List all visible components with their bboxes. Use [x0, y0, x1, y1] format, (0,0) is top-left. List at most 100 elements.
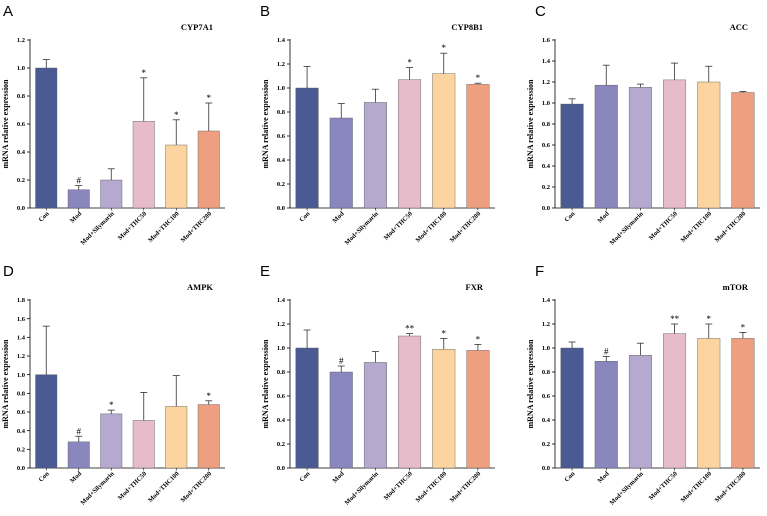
y-tick-label: 0.2: [277, 441, 285, 448]
x-tick-label: Mod+Silymarin: [79, 470, 115, 506]
x-tick-label: Mod+THC100: [147, 210, 181, 244]
y-tick-label: 1.2: [17, 353, 25, 360]
y-tick-label: 0.0: [17, 205, 25, 212]
chart-title: AMPK: [187, 282, 213, 292]
significance-marker: *: [442, 43, 447, 53]
x-tick-label: Mod+THC100: [680, 470, 714, 504]
significance-marker: **: [405, 324, 415, 334]
y-tick-label: 0.6: [542, 393, 551, 400]
x-tick-label: Mod+THC200: [449, 470, 483, 504]
significance-marker: *: [207, 391, 212, 401]
x-tick-label: Mod+THC200: [714, 470, 748, 504]
y-tick-label: 1.4: [17, 335, 26, 342]
bar-mod-thc200: [197, 404, 220, 469]
chart-title: mTOR: [723, 282, 749, 292]
bar-mod-thc200: [731, 338, 755, 469]
x-tick-label: Mod+Silymarin: [344, 210, 380, 246]
chart-title: FXR: [466, 282, 484, 292]
y-tick-label: 1.6: [542, 37, 551, 44]
x-tick-label: Mod+THC200: [449, 210, 483, 244]
bar-con: [560, 347, 584, 469]
y-tick-label: 1.4: [542, 297, 551, 304]
panel-letter: A: [3, 3, 13, 20]
y-tick-label: 0.6: [542, 142, 551, 149]
y-tick-label: 0.6: [277, 393, 286, 400]
y-tick-label: 0.4: [17, 149, 26, 156]
bar-con: [560, 103, 584, 209]
significance-marker: *: [442, 328, 447, 338]
x-tick-label: Mod+THC200: [714, 210, 748, 244]
bar-con: [35, 67, 58, 209]
bar-mod-thc50: [398, 335, 422, 469]
bar-mod-thc200: [466, 350, 490, 469]
y-tick-label: 1.2: [542, 321, 550, 328]
y-tick-label: 1.0: [17, 65, 25, 72]
y-tick-label: 0.2: [542, 184, 550, 191]
x-tick-label: Mod: [69, 210, 83, 224]
x-tick-label: Mod+THC50: [648, 470, 679, 501]
chart-panel-b: B CYP8B1 0.0 0.2 0.4 0.6 0.8 1.0 1.2 1.4 mRNA rela…: [260, 3, 495, 247]
x-tick-label: Mod+THC50: [383, 210, 414, 241]
x-tick-label: Mod: [597, 470, 611, 484]
significance-marker: *: [476, 334, 481, 344]
significance-marker: *: [476, 73, 481, 83]
panel-letter: E: [260, 263, 270, 280]
x-tick-label: Mod+Silymarin: [344, 470, 380, 506]
bar-mod-thc100: [697, 81, 721, 209]
y-tick-label: 1.0: [542, 100, 550, 107]
bar-mod-silymarin: [628, 87, 652, 209]
bar-mod-thc50: [398, 79, 422, 209]
y-axis-label: mRNA relative expression: [1, 339, 10, 429]
y-tick-label: 1.2: [277, 61, 285, 68]
y-tick-label: 0.4: [17, 428, 26, 435]
y-tick-label: 0.6: [17, 121, 26, 128]
significance-marker: #: [77, 426, 82, 436]
y-tick-label: 0.6: [277, 133, 286, 140]
chart-panel-d: D AMPK 0.0 0.2 0.4 0.6 0.8 1.0 1.2 1.4 1.6 1.8 mRNA …: [1, 263, 225, 507]
bar-mod-silymarin: [363, 362, 387, 469]
y-axis-label: mRNA relative expression: [261, 79, 270, 169]
x-tick-label: Mod: [332, 210, 346, 224]
bar-mod: [329, 371, 353, 469]
significance-marker: #: [77, 176, 82, 186]
x-tick-label: Mod+THC200: [180, 210, 214, 244]
x-tick-label: Mod: [332, 470, 346, 484]
y-tick-label: 1.4: [542, 58, 551, 65]
significance-marker: **: [670, 314, 680, 324]
chart-panel-c: C ACC 0.0 0.2 0.4 0.6 0.8 1.0 1.2 1.4 1.6 mRNA rela…: [526, 3, 760, 247]
y-tick-label: 0.0: [17, 465, 25, 472]
x-tick-label: Con: [563, 470, 576, 483]
x-tick-label: Con: [298, 210, 311, 223]
panel-letter: D: [3, 263, 14, 280]
x-tick-label: Con: [38, 470, 51, 483]
y-tick-label: 0.8: [277, 369, 286, 376]
significance-marker: *: [407, 58, 412, 68]
significance-marker: *: [207, 93, 212, 103]
y-tick-label: 1.4: [277, 37, 286, 44]
bar-mod-thc200: [731, 92, 755, 209]
bar-con: [35, 374, 58, 469]
panel-letter: B: [260, 3, 270, 20]
bar-mod-thc50: [663, 79, 687, 209]
y-tick-label: 0.0: [277, 465, 285, 472]
y-tick-label: 0.0: [542, 205, 550, 212]
y-tick-label: 0.0: [277, 205, 285, 212]
x-tick-label: Mod+THC50: [117, 210, 148, 241]
chart-title: CYP8B1: [451, 22, 483, 32]
bar-mod-silymarin: [100, 413, 123, 469]
bar-mod-silymarin: [628, 355, 652, 469]
y-axis-label: mRNA relative expression: [526, 79, 535, 169]
bar-mod-thc200: [197, 130, 220, 209]
bar-mod: [329, 117, 353, 209]
x-tick-label: Con: [298, 470, 311, 483]
panel-letter: F: [535, 263, 544, 280]
y-tick-label: 0.2: [277, 181, 285, 188]
significance-marker: *: [142, 68, 147, 78]
x-tick-label: Mod+THC50: [383, 470, 414, 501]
bar-mod-silymarin: [363, 102, 387, 209]
bar-mod-thc200: [466, 84, 490, 209]
bar-mod-silymarin: [100, 179, 123, 209]
bar-mod: [594, 84, 618, 209]
y-tick-label: 0.2: [17, 447, 25, 454]
